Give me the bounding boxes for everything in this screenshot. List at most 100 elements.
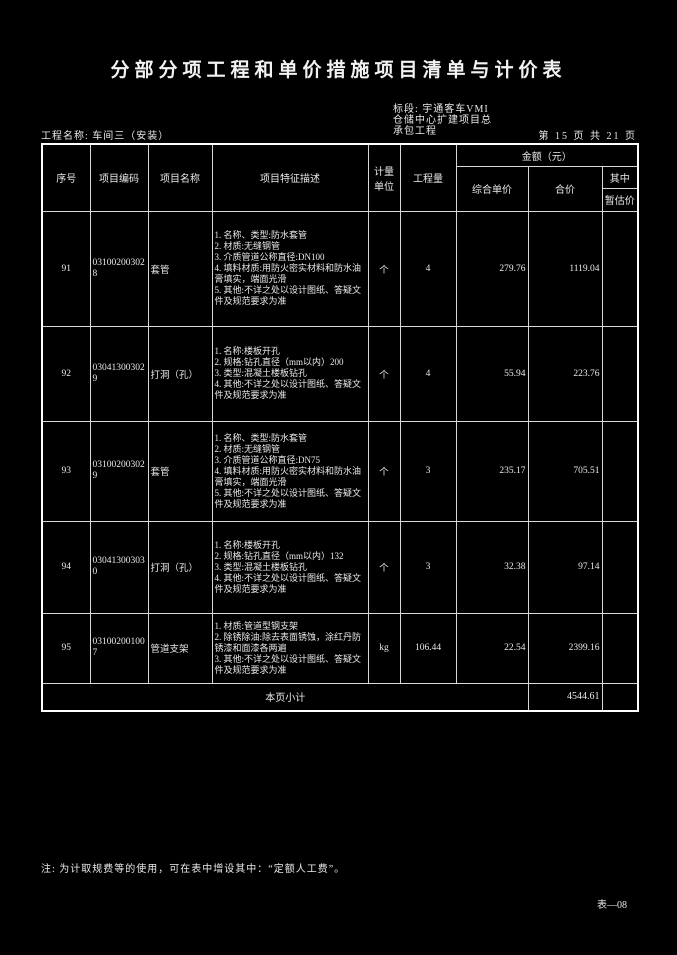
- cell-features: 1. 名称:楼板开孔 2. 规格:钻孔直径（mm以内）200 3. 类型:混凝土楼板…: [211, 325, 369, 422]
- cell-provisional: [601, 420, 639, 522]
- cell-quantity: 3: [399, 420, 457, 522]
- cell-provisional: [601, 325, 639, 422]
- header-amount-group: 金额（元）: [455, 143, 639, 167]
- subtotal-provisional: [601, 682, 639, 712]
- cell-provisional: [601, 520, 639, 614]
- table-row: 95 031002001007 管道支架 1. 材质:管道型钢支架 2. 除锈除油…: [41, 612, 639, 684]
- cell-features: 1. 材质:管道型钢支架 2. 除锈除油:除去表面锈蚀，涂红丹防锈漆和面漆各两遍 3…: [211, 612, 369, 684]
- table-header: 序号 项目编码 项目名称 项目特征描述 计量单位 工程量 金额（元） 综合单价 …: [41, 143, 639, 212]
- feature-line: 1. 材质:管道型钢支架: [214, 620, 299, 631]
- section-line: 仓储中心扩建项目总: [393, 115, 492, 126]
- cell-unit-price: 235.17: [455, 420, 529, 522]
- cell-name: 打洞（孔）: [147, 520, 213, 614]
- feature-line: 3. 类型:混凝土楼板钻孔: [214, 368, 308, 378]
- cell-total-price: 223.76: [527, 325, 603, 422]
- cell-unit: 个: [367, 520, 401, 614]
- header-quantity: 工程量: [399, 143, 457, 212]
- cell-total-price: 97.14: [527, 520, 603, 614]
- header-total-price: 合价: [527, 165, 603, 212]
- cell-unit-price: 32.38: [455, 520, 529, 614]
- cell-seq: 95: [41, 612, 91, 684]
- feature-line: 5. 其他:不详之处以设计图纸、答疑文件及规范要求为准: [214, 487, 362, 509]
- cell-seq: 91: [41, 210, 91, 327]
- feature-line: 5. 其他:不详之处以设计图纸、答疑文件及规范要求为准: [214, 285, 362, 306]
- cell-features: 1. 名称:楼板开孔 2. 规格:钻孔直径（mm以内）132 3. 类型:混凝土楼板…: [211, 520, 369, 614]
- feature-line: 3. 类型:混凝土楼板钻孔: [214, 561, 308, 572]
- section-block: 标段: 宇通客车VMI 仓储中心扩建项目总 承包工程: [393, 104, 492, 137]
- header-name: 项目名称: [147, 143, 213, 212]
- header-unit: 计量单位: [367, 143, 401, 212]
- cell-total-price: 2399.16: [527, 612, 603, 684]
- meta-header: 工程名称: 车间三（安装） 标段: 宇通客车VMI 仓储中心扩建项目总 承包工程…: [41, 104, 637, 142]
- cell-provisional: [601, 612, 639, 684]
- feature-line: 1. 名称:楼板开孔: [214, 346, 281, 356]
- feature-line: 2. 材质:无缝钢管: [214, 443, 281, 454]
- cell-provisional: [601, 210, 639, 327]
- header-features: 项目特征描述: [211, 143, 369, 212]
- feature-line: 4. 其他:不详之处以设计图纸、答疑文件及规范要求为准: [214, 572, 362, 594]
- cell-name: 套管: [147, 420, 213, 522]
- page-title: 分部分项工程和单价措施项目清单与计价表: [110, 60, 567, 81]
- cell-quantity: 4: [399, 325, 457, 422]
- feature-line: 2. 除锈除油:除去表面锈蚀，涂红丹防锈漆和面漆各两遍: [214, 631, 362, 653]
- cell-code: 031002003028: [89, 210, 149, 327]
- header-seq: 序号: [41, 143, 91, 212]
- feature-line: 2. 规格:钻孔直径（mm以内）200: [214, 357, 344, 367]
- cell-name: 套管: [147, 210, 213, 327]
- feature-line: 3. 介质管道公称直径:DN75: [214, 454, 321, 465]
- boq-table: 序号 项目编码 项目名称 项目特征描述 计量单位 工程量 金额（元） 综合单价 …: [41, 143, 639, 712]
- header-code: 项目编码: [89, 143, 149, 212]
- cell-unit-price: 22.54: [455, 612, 529, 684]
- cell-code: 031002001007: [89, 612, 149, 684]
- feature-line: 4. 其他:不详之处以设计图纸、答疑文件及规范要求为准: [214, 379, 362, 400]
- cell-features: 1. 名称、类型:防水套管 2. 材质:无缝钢管 3. 介质管道公称直径:DN100…: [211, 210, 369, 327]
- header-among: 其中: [601, 165, 639, 189]
- table-body: 91 031002003028 套管 1. 名称、类型:防水套管 2. 材质:无缝…: [41, 210, 639, 684]
- feature-line: 2. 材质:无缝钢管: [214, 241, 281, 251]
- cell-name: 打洞（孔）: [147, 325, 213, 422]
- cell-quantity: 106.44: [399, 612, 457, 684]
- cell-unit: 个: [367, 420, 401, 522]
- header-unit-price: 综合单价: [455, 165, 529, 212]
- cell-total-price: 705.51: [527, 420, 603, 522]
- cell-code: 030413003029: [89, 325, 149, 422]
- cell-code: 030413003030: [89, 520, 149, 614]
- footer-note: 注: 为计取规费等的使用，可在表中增设其中：“定额人工费”。: [41, 864, 346, 875]
- cell-code: 031002003029: [89, 420, 149, 522]
- section-line: 标段: 宇通客车VMI: [393, 104, 489, 115]
- table-row: 93 031002003029 套管 1. 名称、类型:防水套管 2. 材质:无缝…: [41, 420, 639, 522]
- cell-total-price: 1119.04: [527, 210, 603, 327]
- table-footer: 本页小计 4544.61: [41, 682, 639, 712]
- subtotal-row: 本页小计 4544.61: [41, 682, 639, 712]
- feature-line: 3. 其他:不详之处以设计图纸、答疑文件及规范要求为准: [214, 653, 362, 675]
- cell-seq: 92: [41, 325, 91, 422]
- header-provisional: 暂估价: [601, 187, 639, 212]
- project-name: 工程名称: 车间三（安装）: [41, 131, 170, 142]
- feature-line: 1. 名称:楼板开孔: [214, 539, 281, 550]
- feature-line: 2. 规格:钻孔直径（mm以内）132: [214, 550, 344, 561]
- table-row: 94 030413003030 打洞（孔） 1. 名称:楼板开孔 2. 规格:钻孔…: [41, 520, 639, 614]
- cell-unit-price: 55.94: [455, 325, 529, 422]
- feature-line: 1. 名称、类型:防水套管: [214, 230, 308, 240]
- feature-line: 3. 介质管道公称直径:DN100: [214, 252, 325, 262]
- cell-unit: 个: [367, 210, 401, 327]
- feature-line: 4. 填料材质:用防火密实材料和防水油膏填实，端面光滑: [214, 263, 362, 284]
- cell-name: 管道支架: [147, 612, 213, 684]
- cell-seq: 93: [41, 420, 91, 522]
- cell-features: 1. 名称、类型:防水套管 2. 材质:无缝钢管 3. 介质管道公称直径:DN75 4…: [211, 420, 369, 522]
- section-line: 承包工程: [393, 126, 437, 137]
- cell-unit-price: 279.76: [455, 210, 529, 327]
- feature-line: 1. 名称、类型:防水套管: [214, 432, 308, 443]
- cell-seq: 94: [41, 520, 91, 614]
- table-row: 91 031002003028 套管 1. 名称、类型:防水套管 2. 材质:无缝…: [41, 210, 639, 327]
- form-code: 表—08: [597, 900, 627, 911]
- cell-quantity: 3: [399, 520, 457, 614]
- page-number: 第 15 页 共 21 页: [538, 131, 637, 142]
- feature-line: 4. 填料材质:用防火密实材料和防水油膏填实，端面光滑: [214, 465, 362, 487]
- subtotal-value: 4544.61: [527, 682, 603, 712]
- cell-unit: kg: [367, 612, 401, 684]
- cell-quantity: 4: [399, 210, 457, 327]
- table-row: 92 030413003029 打洞（孔） 1. 名称:楼板开孔 2. 规格:钻孔…: [41, 325, 639, 422]
- cell-unit: 个: [367, 325, 401, 422]
